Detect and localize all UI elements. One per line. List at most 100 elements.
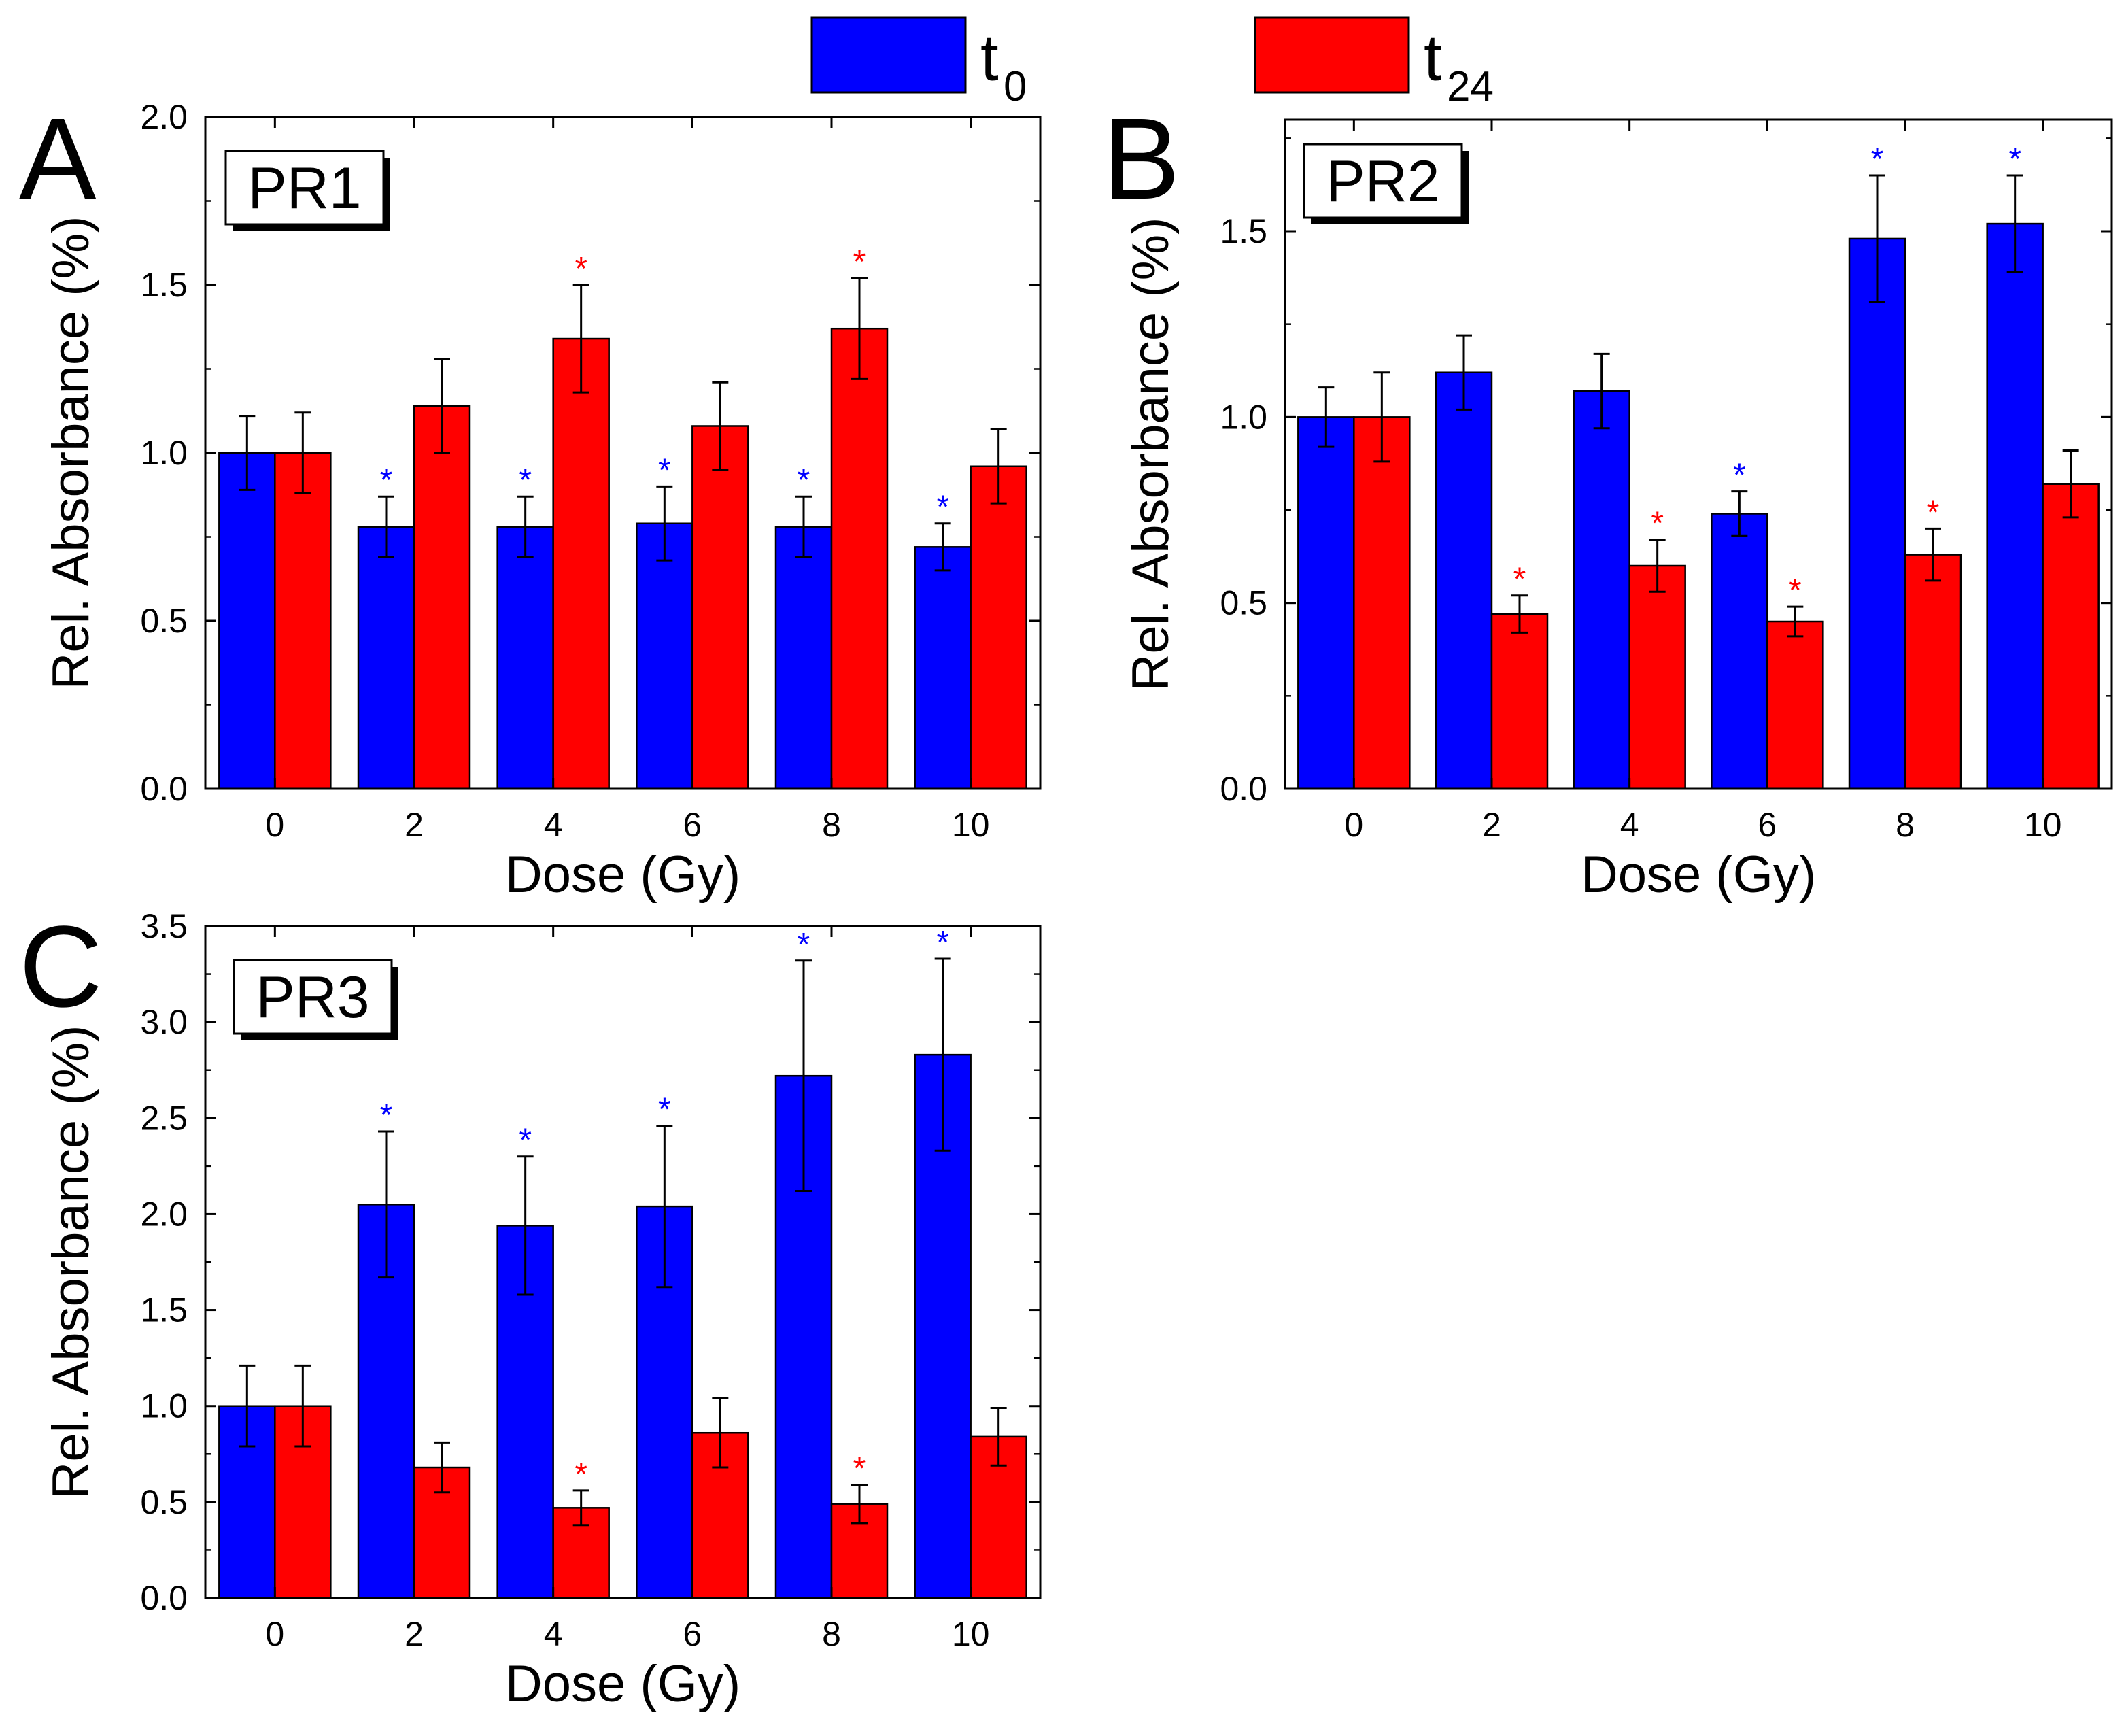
y-tick-label: 0.0	[140, 1579, 188, 1617]
legend-swatch	[810, 16, 967, 94]
legend-item: t 24	[1254, 16, 1494, 110]
bar	[1490, 613, 1549, 790]
y-tick-label: 2.0	[140, 1195, 188, 1233]
panel-letter: A	[19, 95, 97, 224]
legend-swatch	[1254, 16, 1410, 94]
panel-letter: C	[19, 902, 103, 1032]
panel-title: PR2	[1326, 149, 1439, 214]
bar	[413, 405, 471, 790]
significance-marker: *	[2008, 141, 2021, 177]
significance-marker: *	[380, 1097, 393, 1134]
significance-marker: *	[1513, 562, 1526, 598]
significance-marker: *	[1871, 141, 1884, 177]
y-tick-label: 2.5	[140, 1099, 188, 1137]
x-tick-label: 10	[952, 806, 990, 844]
bar	[1904, 554, 1962, 790]
significance-marker: *	[936, 490, 949, 526]
significance-marker: *	[658, 452, 671, 488]
legend-label: t	[980, 22, 999, 95]
significance-marker: *	[936, 925, 949, 961]
y-tick-label: 0.0	[140, 770, 188, 808]
legend-subscript: 0	[1004, 63, 1027, 110]
y-tick-label: 3.0	[140, 1003, 188, 1041]
significance-marker: *	[1733, 458, 1746, 494]
bar	[1435, 371, 1493, 790]
bar	[636, 522, 693, 790]
chart-panel-a: A * * * * * * * 0.0 0.5 1.0 1.5 2.0 0 2 4 6 8 10 Dose (Gy) R…	[19, 95, 1042, 904]
x-axis-label: Dose (Gy)	[505, 846, 740, 904]
y-tick-label: 0.0	[1220, 770, 1267, 808]
x-tick-label: 4	[544, 1615, 563, 1653]
significance-marker: *	[519, 1123, 532, 1159]
significance-marker: *	[853, 1450, 866, 1486]
y-tick-label: 1.0	[140, 434, 188, 472]
y-tick-label: 0.5	[140, 602, 188, 640]
x-tick-label: 0	[265, 806, 284, 844]
significance-marker: *	[380, 462, 393, 498]
title-box	[224, 150, 385, 226]
bar	[1766, 620, 1824, 790]
bar	[1628, 564, 1686, 790]
x-tick-label: 8	[822, 806, 841, 844]
y-tick-label: 1.5	[140, 266, 188, 304]
bar	[218, 452, 276, 790]
x-tick-label: 4	[1620, 806, 1639, 844]
y-tick-label: 1.5	[140, 1291, 188, 1329]
bar	[1353, 416, 1411, 790]
significance-marker: *	[798, 927, 810, 963]
panel-title: PR1	[247, 156, 361, 221]
y-tick-label: 0.5	[140, 1483, 188, 1521]
bar	[1711, 513, 1768, 790]
bar	[774, 526, 833, 790]
significance-marker: *	[1651, 506, 1664, 542]
chart-panel-b: B * * * * * * * 0.0 0.5 1.0 1.5 0 2 4 6 8 10 Dose (Gy) Rel.…	[1103, 95, 2113, 904]
bar	[496, 526, 554, 790]
legend: t 0 t 24	[810, 16, 1494, 110]
bar	[1297, 416, 1355, 790]
title-box	[233, 959, 393, 1035]
significance-marker: *	[798, 462, 810, 498]
x-tick-label: 0	[265, 1615, 284, 1653]
bar	[970, 465, 1027, 790]
bar	[2042, 483, 2100, 790]
panel-letter: B	[1103, 95, 1180, 224]
x-tick-label: 6	[1758, 806, 1777, 844]
x-tick-label: 4	[544, 806, 563, 844]
x-axis-label: Dose (Gy)	[505, 1655, 740, 1713]
y-axis-label: Rel. Absorbance (%)	[42, 1025, 100, 1499]
plot-frame	[1284, 118, 2113, 790]
significance-marker: *	[853, 244, 866, 280]
significance-marker: *	[1789, 573, 1802, 609]
x-tick-label: 10	[2024, 806, 2062, 844]
y-axis-label: Rel. Absorbance (%)	[42, 216, 100, 690]
bar	[1573, 390, 1630, 790]
significance-marker: *	[575, 251, 587, 287]
panel-title: PR3	[256, 965, 369, 1030]
significance-marker: *	[658, 1092, 671, 1128]
y-tick-label: 3.5	[140, 907, 188, 945]
y-axis-label: Rel. Absorbance (%)	[1122, 218, 1180, 692]
x-axis-label: Dose (Gy)	[1581, 846, 1816, 904]
x-tick-label: 6	[683, 1615, 702, 1653]
chart-panel-c: C * * * * * * * 0.0 0.5 1.0 1.5 2.0 2.5 3.0 3.5 0 2 4 6 8 10 D…	[19, 902, 1042, 1713]
significance-marker: *	[519, 462, 532, 498]
x-tick-label: 2	[405, 1615, 424, 1653]
x-tick-label: 2	[1482, 806, 1501, 844]
x-tick-label: 6	[683, 806, 702, 844]
bar	[830, 327, 889, 790]
chart-panels: A * * * * * * * 0.0 0.5 1.0 1.5 2.0 0 2 4 6 8 10 Dose (Gy) R…	[19, 95, 2113, 1713]
title-box	[1303, 143, 1463, 219]
bar	[274, 452, 332, 790]
bar	[1848, 237, 1906, 790]
y-tick-label: 0.5	[1220, 584, 1267, 622]
x-tick-label: 2	[405, 806, 424, 844]
bar	[691, 425, 749, 790]
bar	[914, 546, 972, 790]
legend-label: t	[1424, 22, 1442, 95]
significance-marker: *	[575, 1457, 587, 1493]
bar	[357, 526, 415, 790]
x-tick-label: 8	[1896, 806, 1915, 844]
significance-marker: *	[1927, 494, 1940, 530]
